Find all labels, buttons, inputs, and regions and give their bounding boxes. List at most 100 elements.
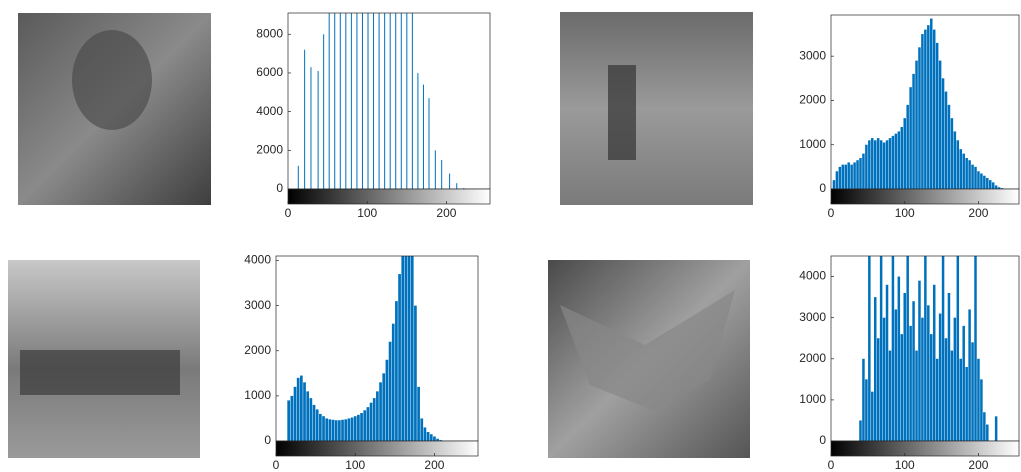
bar [971, 342, 974, 441]
y-tick-label: 3000 [799, 48, 826, 62]
bar [983, 176, 986, 189]
plot-area [859, 252, 997, 441]
bar [936, 43, 939, 189]
x-tick-label: 100 [895, 206, 915, 220]
x-tick-label: 0 [828, 458, 835, 472]
bar [889, 138, 892, 189]
bar [322, 416, 325, 441]
bar [980, 379, 983, 441]
bar [980, 174, 983, 189]
bar [877, 338, 880, 441]
bar [968, 160, 971, 189]
bar [297, 378, 300, 441]
bar [316, 409, 319, 441]
y-tick-label: 6000 [256, 65, 283, 79]
bar [384, 1, 385, 189]
bar [936, 359, 939, 441]
y-tick-label: 8000 [256, 26, 283, 40]
bar [957, 252, 960, 441]
bar [906, 105, 909, 189]
bar [995, 416, 998, 441]
colorbar [288, 189, 490, 204]
bar [921, 318, 924, 441]
bar [939, 314, 942, 441]
bar [287, 400, 290, 441]
bar [368, 0, 369, 189]
bar [306, 391, 309, 441]
bar [915, 351, 918, 441]
x-tick-label: 100 [895, 458, 915, 472]
bar [395, 301, 398, 441]
bar [406, 7, 407, 189]
figure: 0200040006000800001002000100020003000010… [0, 0, 1021, 472]
bar [865, 145, 868, 189]
bar [379, 382, 382, 441]
bar [965, 367, 968, 441]
y-tick-label: 3000 [799, 310, 826, 324]
y-tick-label: 2000 [799, 351, 826, 365]
bar [456, 183, 457, 189]
x-tick-label: 0 [828, 206, 835, 220]
bar [370, 403, 373, 441]
bar [405, 215, 408, 441]
bar [411, 224, 414, 441]
bar [992, 182, 995, 189]
bar [435, 150, 436, 189]
x-tick-label: 200 [424, 458, 444, 472]
bar [357, 415, 360, 441]
bar [310, 398, 313, 441]
bar [294, 387, 297, 441]
bar [341, 420, 344, 441]
bar [951, 351, 954, 441]
bar [906, 252, 909, 441]
bar [954, 131, 957, 189]
bar [901, 334, 904, 441]
bar [836, 171, 839, 189]
bar [839, 167, 842, 189]
bar [918, 47, 921, 189]
bar [921, 34, 924, 189]
bar [933, 30, 936, 189]
image-detail [608, 65, 636, 160]
bar [856, 160, 859, 189]
bar [942, 78, 945, 189]
bar [898, 277, 901, 441]
bar [323, 34, 324, 189]
bar [903, 118, 906, 189]
bar [918, 281, 921, 441]
bar [859, 420, 862, 441]
bar [862, 359, 865, 441]
bar [871, 392, 874, 441]
y-tick-label: 2000 [799, 93, 826, 107]
bar [965, 158, 968, 189]
bar [334, 3, 335, 189]
bar [933, 285, 936, 441]
bar [408, 193, 411, 441]
bar [338, 420, 341, 441]
bar [909, 326, 912, 441]
bar [948, 293, 951, 441]
bar [382, 373, 385, 441]
bar [319, 414, 322, 441]
bar [874, 297, 877, 441]
bar [945, 92, 948, 189]
bar [356, 0, 357, 189]
x-tick-label: 100 [357, 206, 377, 220]
y-tick-label: 4000 [244, 253, 271, 267]
y-tick-label: 4000 [799, 269, 826, 283]
bar [927, 25, 930, 189]
bar [883, 143, 886, 189]
bar [930, 19, 933, 189]
y-tick-label: 1000 [244, 388, 271, 402]
bar [325, 418, 328, 441]
bar [850, 165, 853, 189]
bar [329, 5, 330, 189]
bar [962, 326, 965, 441]
y-tick-label: 1000 [799, 137, 826, 151]
bar [842, 165, 845, 189]
bar [401, 238, 404, 441]
bar [886, 140, 889, 189]
bar [895, 309, 898, 441]
bar [868, 140, 871, 189]
bar [971, 165, 974, 189]
